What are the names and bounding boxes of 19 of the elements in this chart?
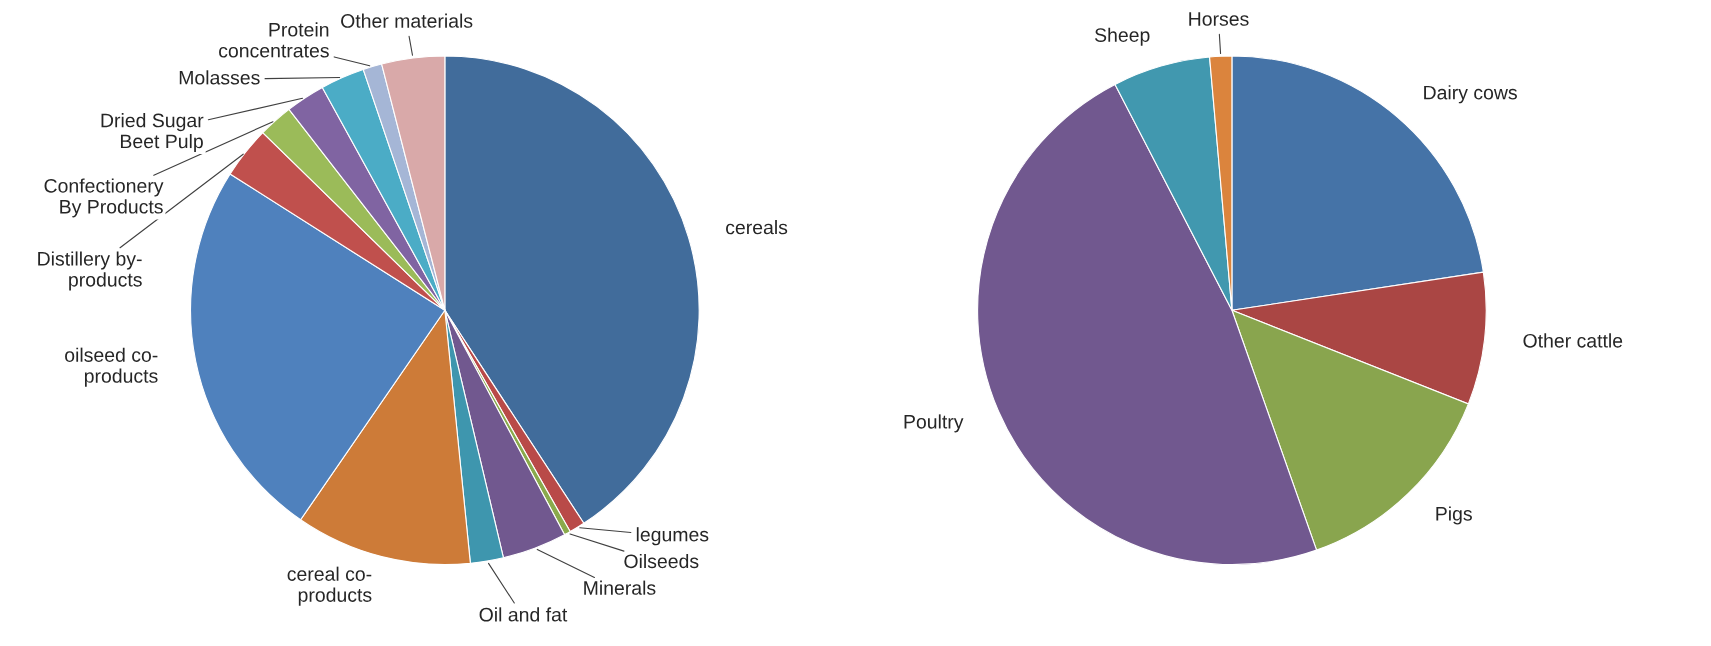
slice-label: Confectionery By Products — [44, 178, 164, 218]
slice-label: Protein concentrates — [219, 22, 329, 58]
slice-label: Oilseeds — [624, 553, 699, 569]
slice-label: Oil and fat — [479, 607, 568, 622]
slice-label: oilseed co- products — [65, 347, 158, 387]
slice-label: Dried Sugar Beet Pulp — [101, 113, 204, 153]
slice-label: legumes — [636, 527, 709, 546]
slice-label: Dairy cows — [1424, 85, 1517, 104]
slice-label: Minerals — [584, 580, 656, 595]
slice-label: Molasses — [179, 70, 260, 85]
slice-label: cereal co- products — [287, 566, 372, 606]
slice-label: Sheep — [1094, 27, 1150, 46]
slice-label: Other cattle — [1523, 333, 1623, 348]
slice-label: Other materials — [341, 13, 473, 28]
slice-label: Poultry — [904, 414, 964, 433]
slice-label: Pigs — [1436, 506, 1472, 525]
slice-label: Distillery by- products — [38, 251, 142, 291]
slice-label: Horses — [1189, 12, 1249, 26]
slice-label: cereals — [726, 220, 788, 235]
